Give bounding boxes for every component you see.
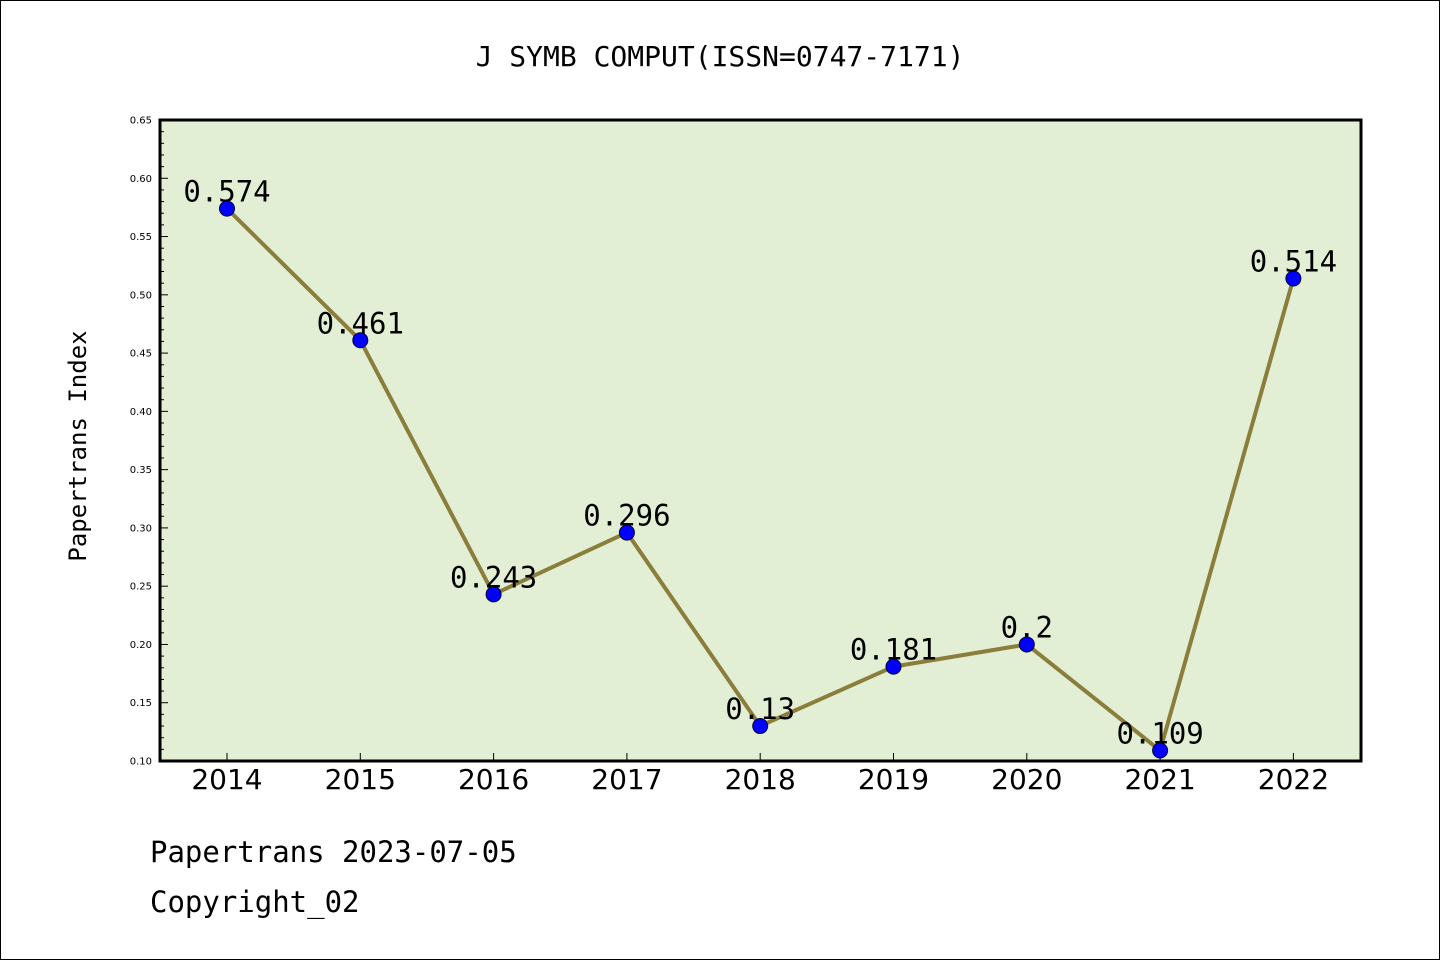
x-tick-label: 2016	[458, 763, 529, 796]
series-group	[219, 200, 1302, 759]
chart-title: J SYMB COMPUT(ISSN=0747-7171)	[476, 40, 965, 73]
footer-date: Papertrans 2023-07-05	[150, 835, 517, 869]
y-tick-label: 0.40	[130, 407, 152, 418]
y-tick-label: 0.65	[130, 116, 152, 127]
data-label: 0.461	[317, 306, 404, 340]
x-tick-label: 2018	[725, 763, 796, 796]
y-tick-label: 0.35	[130, 465, 152, 476]
data-point	[1018, 636, 1035, 653]
data-point	[219, 200, 235, 217]
footer-copyright: Copyright_02	[150, 885, 360, 919]
y-tick-label: 0.55	[130, 232, 152, 243]
data-point	[1152, 742, 1169, 759]
data-point	[752, 718, 769, 735]
y-tick-label: 0.30	[130, 523, 152, 534]
data-point	[1285, 270, 1302, 287]
data-label: 0.514	[1250, 245, 1337, 279]
y-tick-label: 0.15	[130, 698, 152, 709]
x-tick-label: 2014	[191, 763, 262, 796]
data-point	[885, 658, 902, 675]
data-point	[352, 332, 369, 349]
y-tick-label: 0.25	[130, 582, 152, 593]
data-point	[485, 586, 502, 603]
x-tick-label: 2015	[325, 763, 396, 796]
y-axis-label: Papertrans Index	[64, 330, 92, 561]
y-tick-label: 0.45	[130, 349, 152, 360]
x-tick-label: 2020	[991, 763, 1062, 796]
data-label: 0.296	[583, 499, 670, 533]
data-labels: 0.574 0.461 0.243 0.296 0.13 0.181 0.2 0.109 0.5…	[183, 175, 1337, 751]
x-tick-label: 2017	[591, 763, 662, 796]
y-tick-label: 0.20	[130, 640, 152, 651]
x-tick-label: 2019	[858, 763, 929, 796]
data-point	[618, 524, 635, 541]
plot-area	[158, 118, 1363, 763]
data-label: 0.574	[183, 175, 270, 209]
data-label: 0.2	[1001, 610, 1053, 644]
x-tick-label: 2021	[1124, 763, 1195, 796]
y-axis-ticks: 0.10 0.15 0.20 0.25 0.30 0.35 0.40 0.45 0.50 0.55…	[130, 116, 168, 768]
data-label: 0.109	[1116, 717, 1203, 751]
y-tick-label: 0.60	[130, 174, 152, 185]
y-tick-label: 0.10	[130, 757, 152, 768]
data-label: 0.13	[725, 692, 795, 726]
y-tick-label: 0.50	[130, 290, 152, 301]
data-label: 0.243	[450, 560, 537, 594]
data-label: 0.181	[850, 633, 937, 667]
x-axis-ticks: 2014 2015 2016 2017 2018 2019 2020 2021 2022	[191, 753, 1329, 796]
x-tick-label: 2022	[1258, 763, 1329, 796]
